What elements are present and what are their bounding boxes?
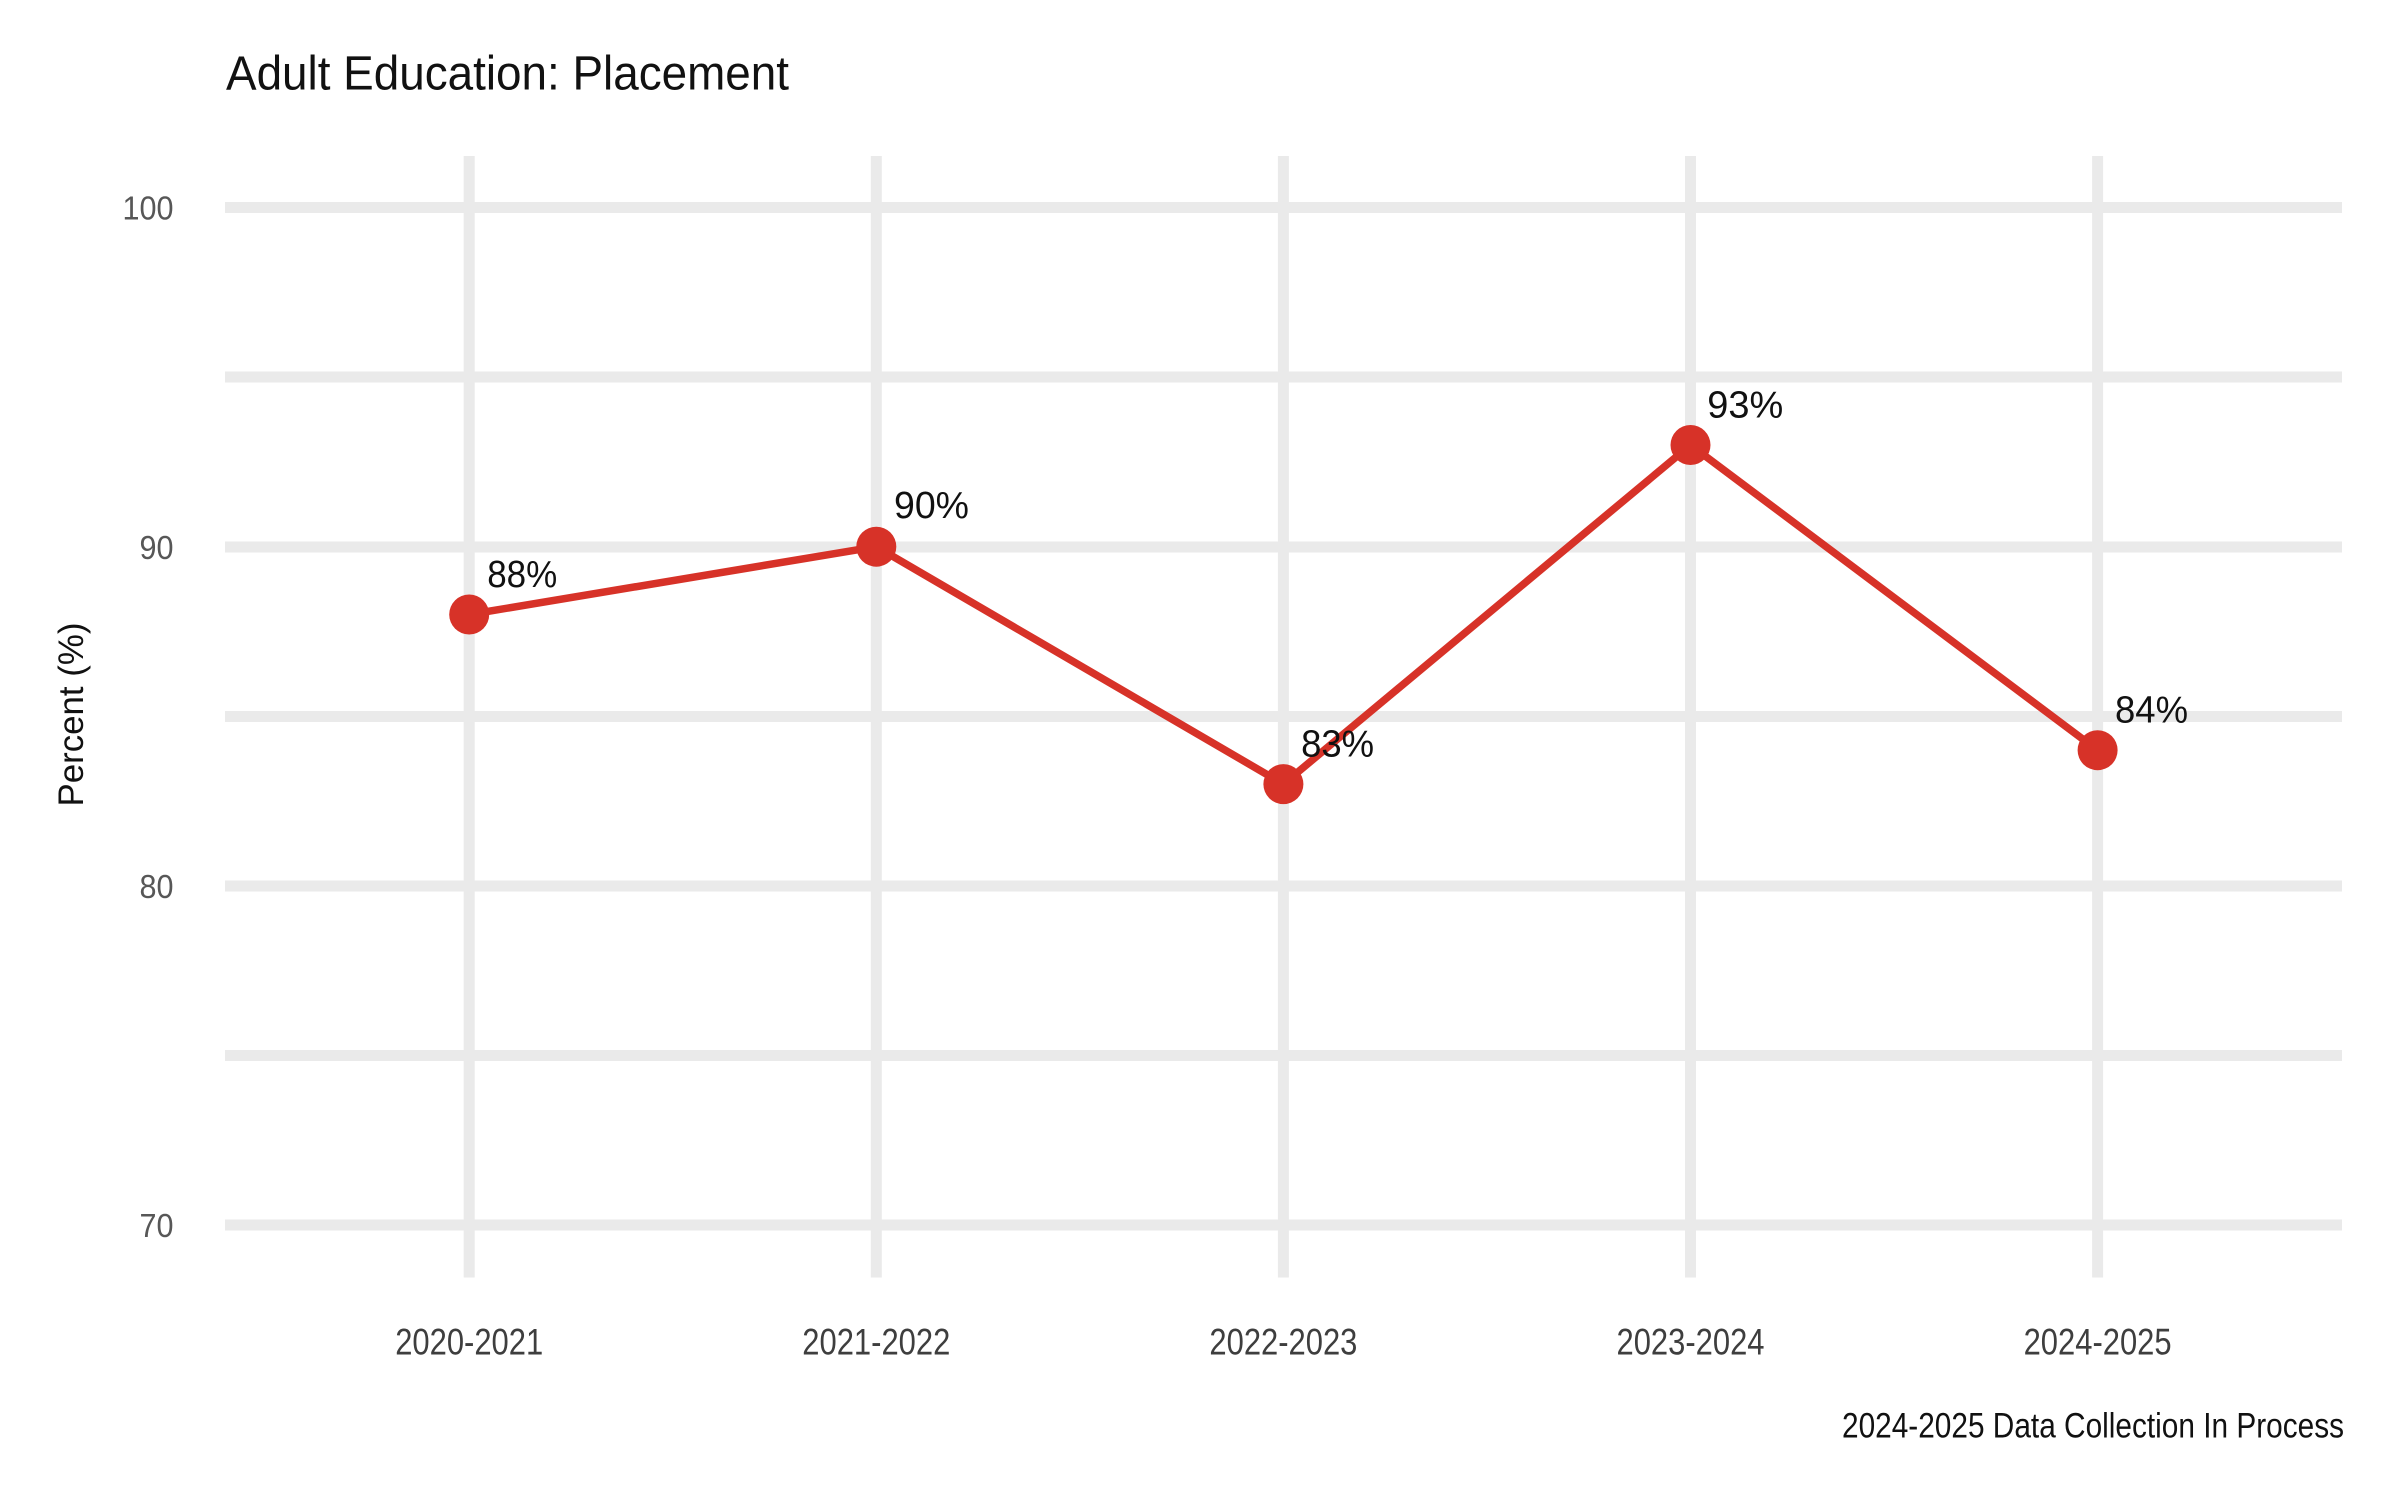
svg-text:Adult Education: Placement: Adult Education: Placement [226,48,789,101]
svg-text:2024-2025 Data Collection In P: 2024-2025 Data Collection In Process [1842,1407,2344,1446]
svg-text:80: 80 [140,868,174,905]
svg-text:84%: 84% [2115,690,2188,732]
svg-text:70: 70 [140,1207,174,1244]
svg-text:90%: 90% [894,485,969,527]
svg-text:90: 90 [140,529,174,566]
svg-text:83%: 83% [1301,724,1374,766]
svg-text:88%: 88% [487,554,557,596]
svg-text:100: 100 [123,190,174,227]
svg-text:93%: 93% [1707,384,1783,426]
svg-text:2020-2021: 2020-2021 [395,1322,543,1363]
svg-text:2022-2023: 2022-2023 [1209,1322,1357,1363]
svg-text:2023-2024: 2023-2024 [1617,1322,1765,1363]
svg-text:2024-2025: 2024-2025 [2024,1322,2172,1363]
svg-text:Percent (%): Percent (%) [52,623,91,807]
svg-text:2021-2022: 2021-2022 [802,1322,950,1363]
